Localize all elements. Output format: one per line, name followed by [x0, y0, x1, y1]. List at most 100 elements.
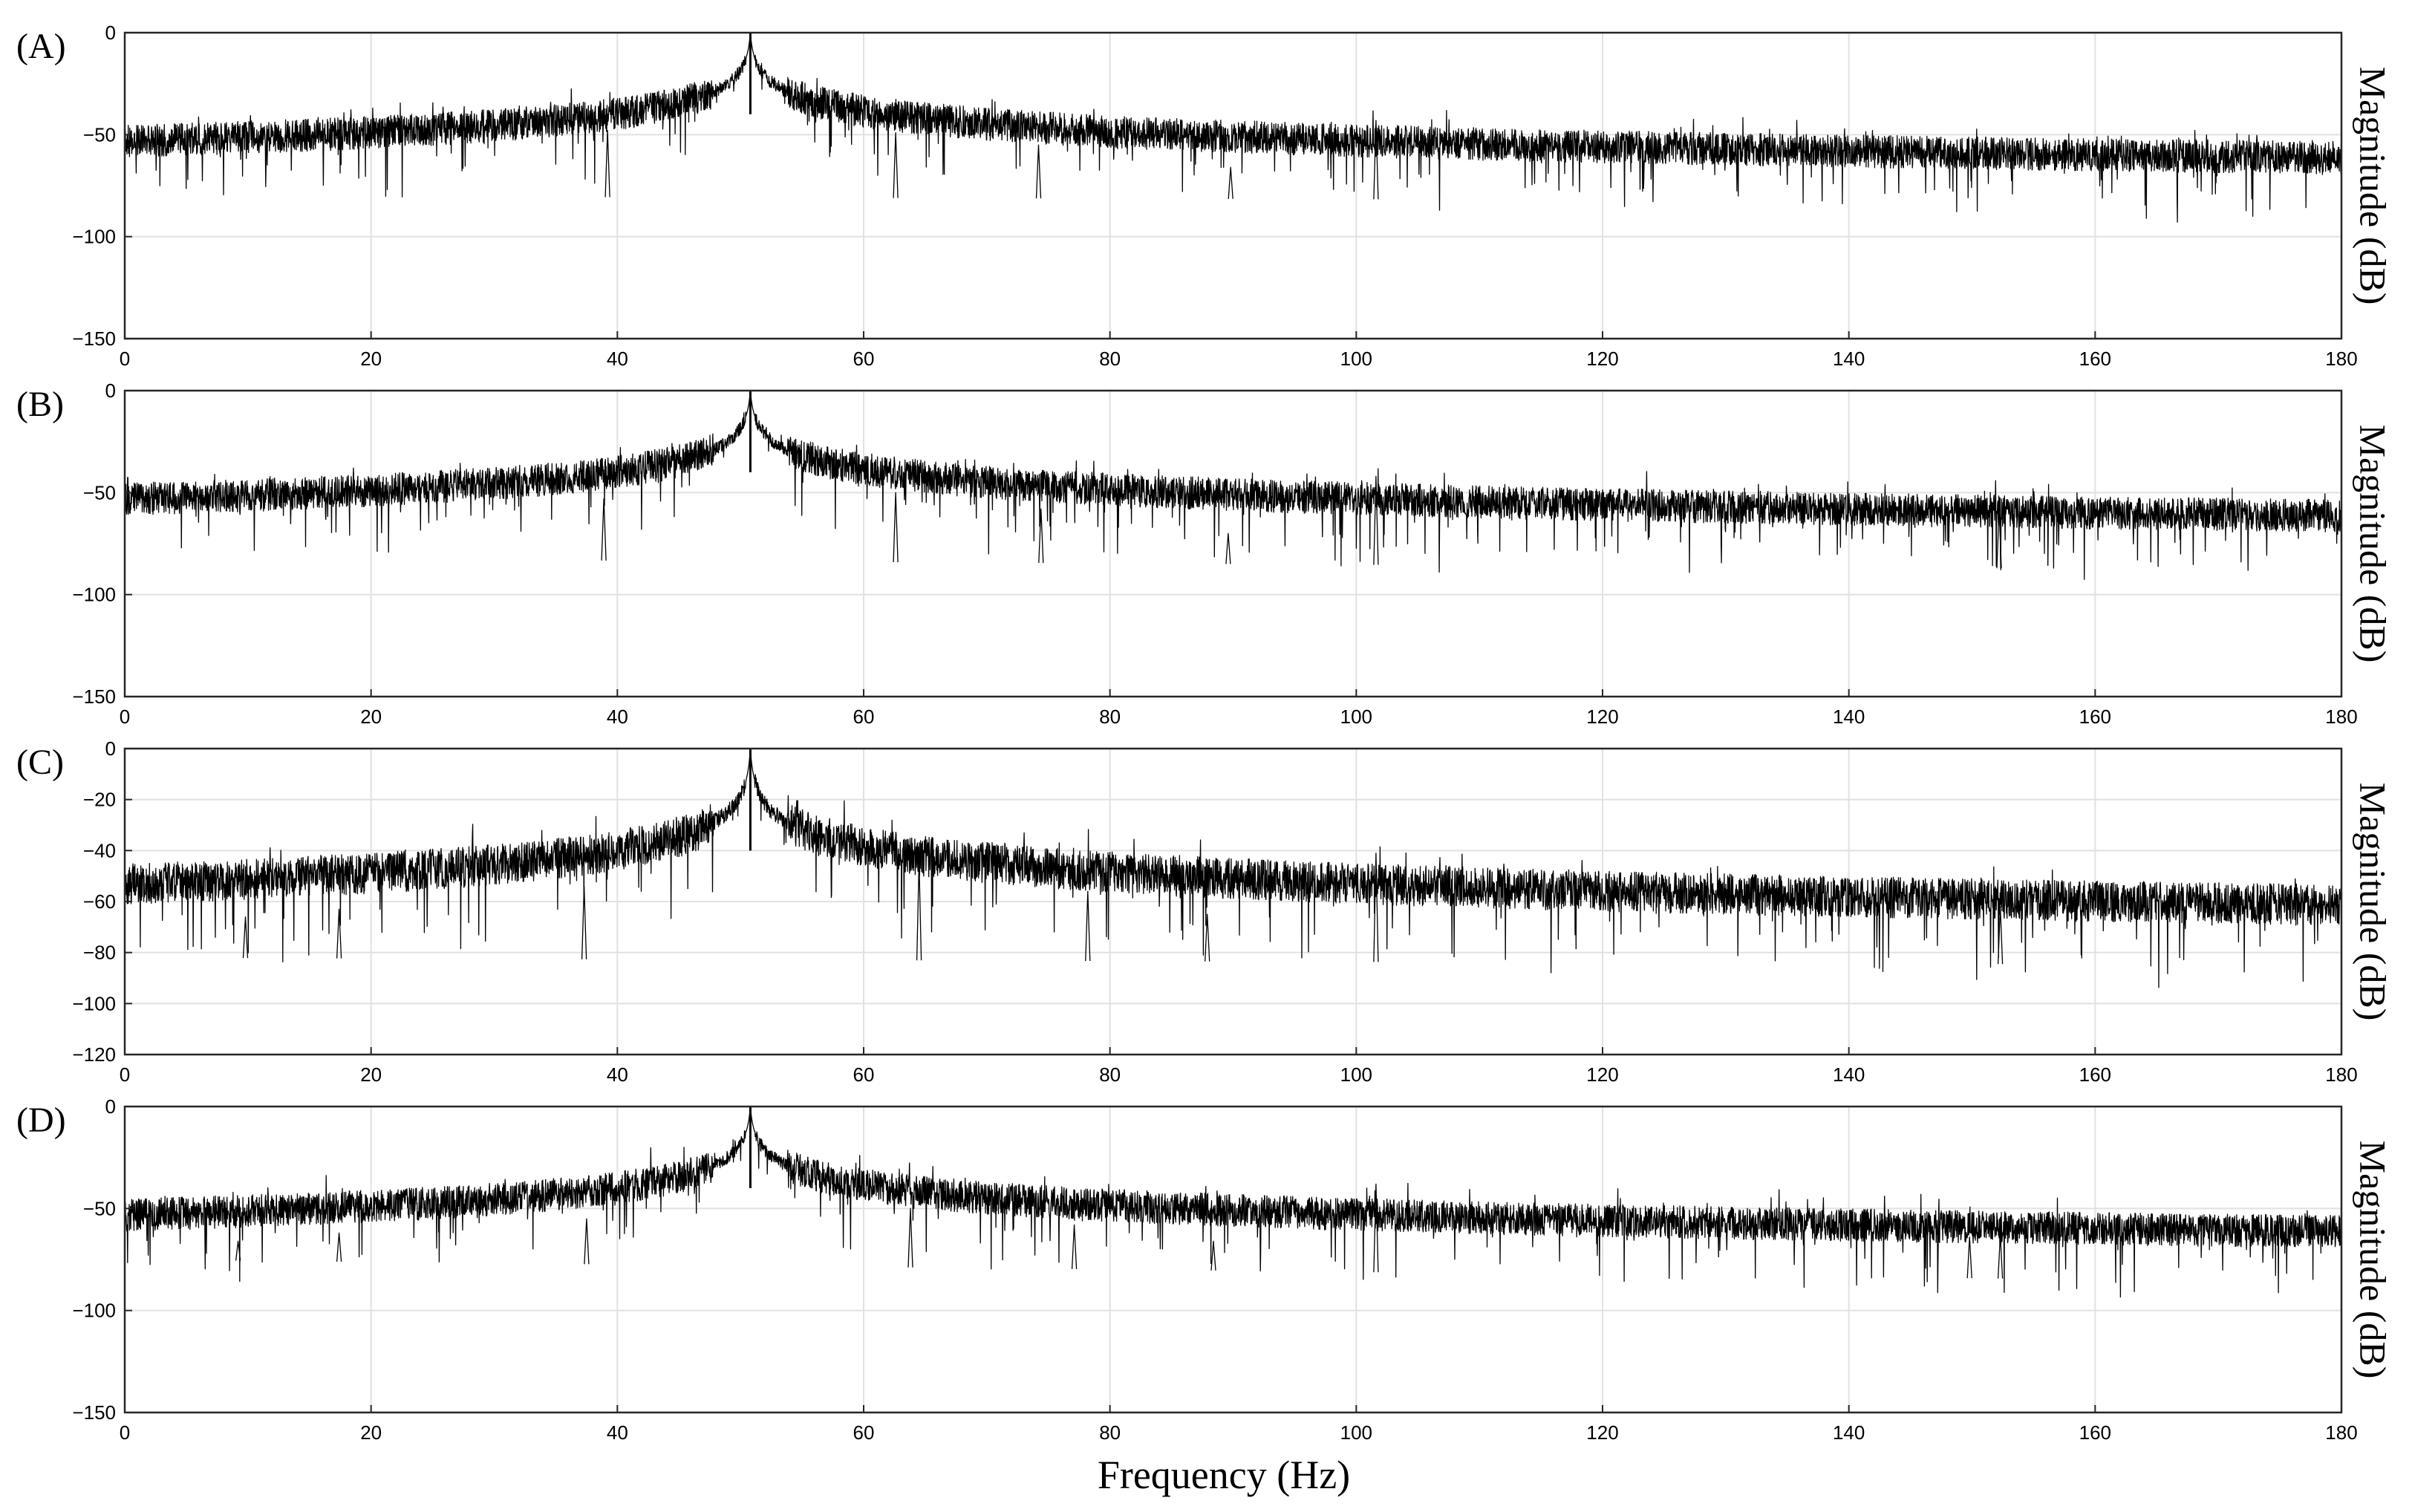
x-tick-label: 160: [2079, 348, 2111, 370]
spectral-spike: [584, 1218, 590, 1265]
spectral-spike: [893, 131, 899, 198]
y-tick-label: −100: [72, 584, 116, 606]
panels: 0 20 40 60 80 100 120 140 160 180 0 −50 −100 −150 (A) M…: [16, 22, 2394, 1444]
panel-d: 0 20 40 60 80 100 120 140 160 180 0 −50 −100 −150 (D) M…: [16, 1095, 2394, 1444]
y-tick-label: −50: [83, 123, 116, 146]
x-tick-label: 180: [2325, 1063, 2357, 1086]
x-tick-label: 60: [853, 706, 875, 728]
x-tick-label: 140: [1833, 348, 1865, 370]
x-tick-label: 180: [2325, 1421, 2357, 1444]
spectral-spike: [1071, 1224, 1078, 1269]
spectral-spike: [1205, 913, 1210, 962]
x-tick-label: 0: [120, 706, 130, 728]
x-tick-label: 0: [120, 348, 130, 370]
panel-label: (C): [16, 743, 64, 782]
x-tick-label: 140: [1833, 1421, 1865, 1444]
x-tick-label: 80: [1099, 1063, 1121, 1086]
x-tick-label: 80: [1099, 348, 1121, 370]
y-tick-label: −40: [83, 839, 116, 861]
x-tick-label: 120: [1586, 1421, 1618, 1444]
x-tick-label: 140: [1833, 1063, 1865, 1086]
spectral-spike: [336, 908, 342, 959]
spectral-spike: [601, 498, 607, 561]
x-tick-label: 180: [2325, 706, 2357, 728]
x-tick-label: 160: [2079, 1421, 2111, 1444]
spectral-spike: [235, 1240, 241, 1261]
y-tick-label: −150: [72, 1401, 116, 1424]
panel-label: (B): [16, 385, 64, 424]
x-tick-label: 0: [120, 1421, 130, 1444]
x-tick-label: 100: [1340, 706, 1372, 728]
y-tick-label: 0: [105, 737, 116, 760]
x-tick-label: 100: [1340, 348, 1372, 370]
y-tick-label: −80: [83, 942, 116, 964]
spectral-spike: [1373, 120, 1379, 200]
y-axis-label: Magnitude (dB): [2353, 783, 2394, 1021]
spectral-spike: [242, 916, 249, 959]
x-tick-label: 40: [607, 348, 628, 370]
spectrum-trace: [124, 1107, 2342, 1298]
spectral-spike: [1038, 508, 1044, 564]
x-tick-label: 20: [360, 706, 382, 728]
spectrum-trace: [124, 391, 2342, 580]
y-tick-label: −20: [83, 789, 116, 811]
x-tick-label: 160: [2079, 1063, 2111, 1086]
spectrum-trace: [124, 33, 2342, 223]
spectral-spike: [916, 860, 922, 961]
x-axis-label: Frequency (Hz): [1098, 1453, 1350, 1497]
x-tick-label: 0: [120, 1063, 130, 1086]
spectral-spike: [1373, 475, 1379, 565]
panel-label: (A): [16, 27, 66, 66]
y-tick-label: −100: [72, 226, 116, 248]
x-tick-label: 80: [1099, 706, 1121, 728]
x-tick-label: 60: [853, 348, 875, 370]
spectral-spike: [1997, 1234, 2004, 1279]
spectral-spike: [604, 130, 610, 198]
y-tick-label: −50: [83, 1197, 116, 1219]
x-tick-label: 20: [360, 348, 382, 370]
x-tick-label: 20: [360, 1063, 382, 1086]
spectral-spike: [1035, 144, 1042, 199]
y-axis-label: Magnitude (dB): [2353, 425, 2394, 663]
y-tick-label: −100: [72, 1300, 116, 1322]
spectral-spike: [907, 1208, 913, 1268]
x-tick-label: 60: [853, 1063, 875, 1086]
y-axis-label: Magnitude (dB): [2353, 1141, 2394, 1379]
y-axis-label: Magnitude (dB): [2353, 67, 2394, 305]
x-tick-label: 40: [607, 1421, 628, 1444]
x-tick-label: 120: [1586, 706, 1618, 728]
y-tick-label: −100: [72, 992, 116, 1014]
y-tick-label: −150: [72, 328, 116, 350]
y-tick-label: −150: [72, 685, 116, 708]
x-tick-label: 100: [1340, 1421, 1372, 1444]
spectral-spike: [893, 492, 899, 563]
axes-box: [123, 31, 2343, 340]
panel-label: (D): [16, 1101, 66, 1140]
x-tick-label: 80: [1099, 1421, 1121, 1444]
gridlines: [125, 391, 2341, 697]
spectral-spike: [1373, 1183, 1379, 1273]
panel-b: 0 20 40 60 80 100 120 140 160 180 0 −50 −100 −150 (B) M…: [16, 379, 2394, 728]
spectral-spike: [581, 885, 587, 959]
x-tick-label: 140: [1833, 706, 1865, 728]
spectral-spike: [1225, 532, 1231, 564]
y-tick-label: −60: [83, 890, 116, 913]
x-tick-label: 40: [607, 1063, 628, 1086]
spectral-spike: [1373, 853, 1379, 962]
y-tick-label: −120: [72, 1043, 116, 1066]
panel-a: 0 20 40 60 80 100 120 140 160 180 0 −50 −100 −150 (A) M…: [16, 22, 2394, 370]
spectral-spike: [1228, 166, 1233, 199]
gridlines: [125, 33, 2341, 339]
spectral-spike: [1210, 1240, 1216, 1271]
panel-c: 0 20 40 60 80 100 120 140 160 180 0 −20 −40 −60 −80 −10…: [16, 737, 2394, 1086]
x-tick-label: 40: [607, 706, 628, 728]
y-tick-label: 0: [105, 379, 116, 402]
x-tick-label: 120: [1586, 1063, 1618, 1086]
spectrum-trace: [124, 750, 2342, 988]
x-tick-label: 100: [1340, 1063, 1372, 1086]
y-tick-label: −50: [83, 481, 116, 504]
spectral-spike: [1997, 906, 2004, 965]
y-tick-label: 0: [105, 22, 116, 44]
axes-box: [123, 389, 2343, 698]
